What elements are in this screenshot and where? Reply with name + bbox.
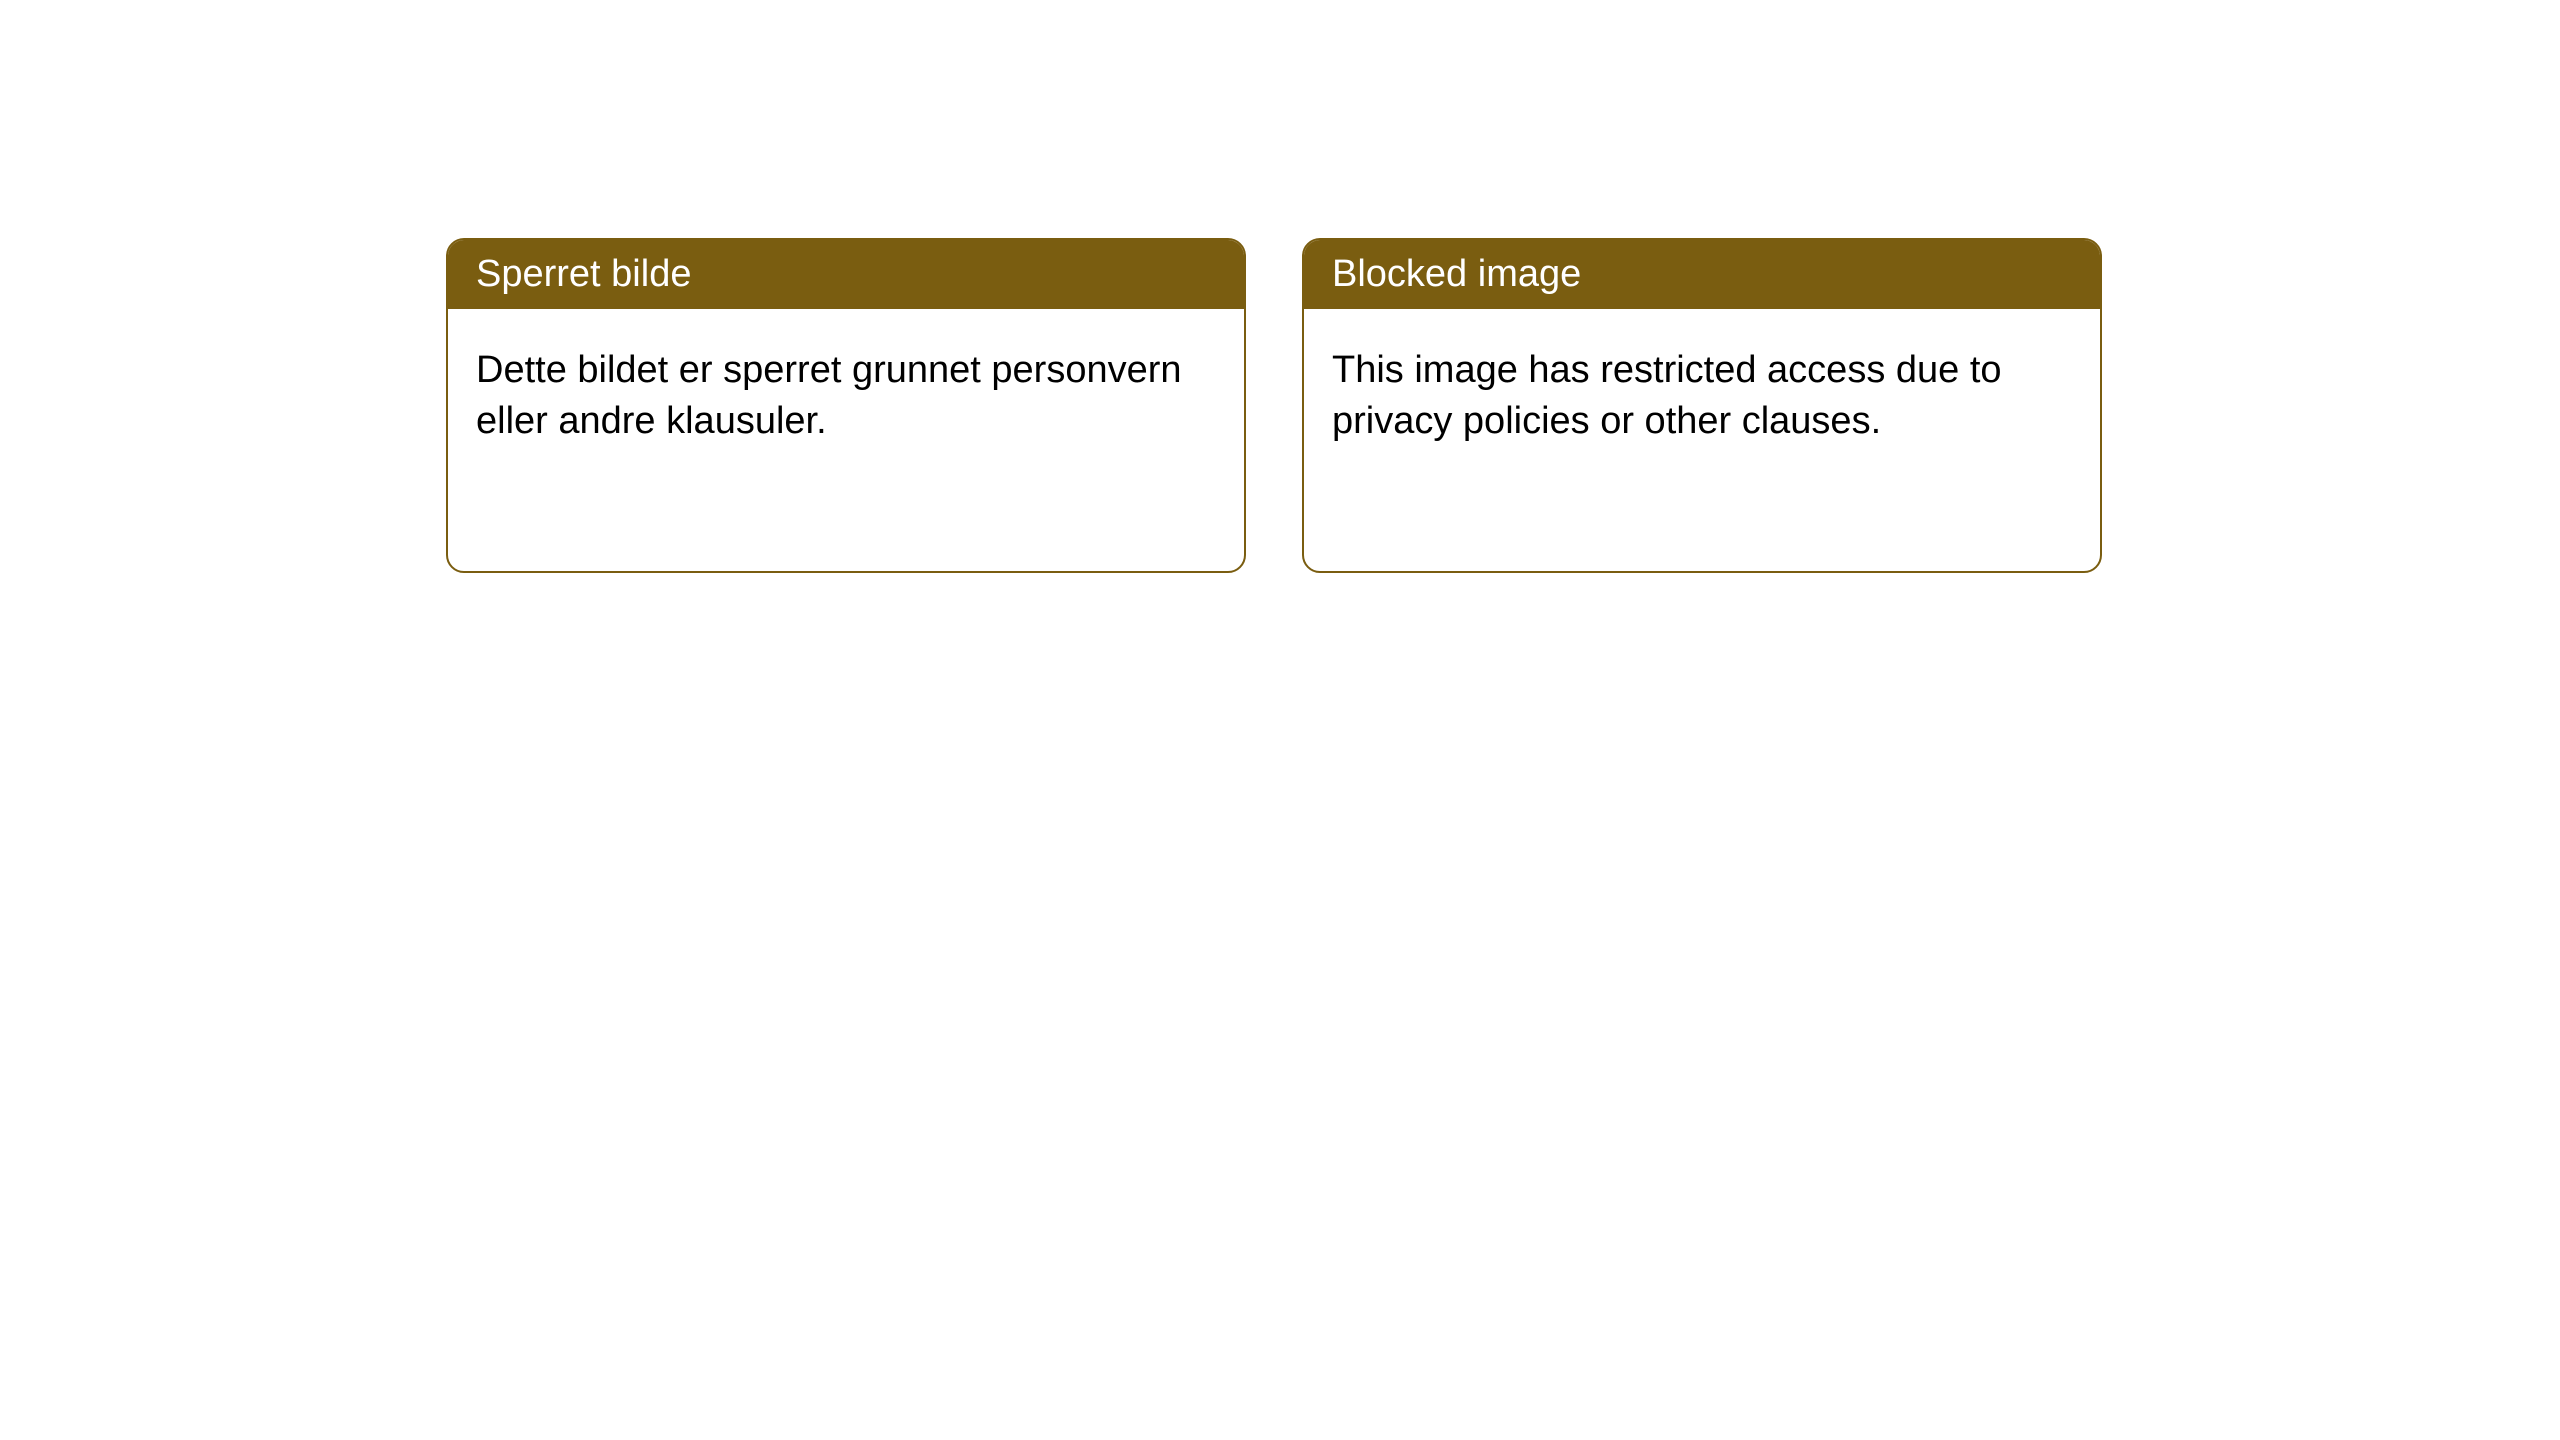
notice-body: Dette bildet er sperret grunnet personve… (448, 309, 1244, 484)
notice-body: This image has restricted access due to … (1304, 309, 2100, 484)
notice-header: Sperret bilde (448, 240, 1244, 309)
notice-title: Blocked image (1332, 253, 1581, 295)
notice-card-english: Blocked image This image has restricted … (1302, 238, 2102, 573)
notice-container: Sperret bilde Dette bildet er sperret gr… (0, 0, 2560, 573)
notice-card-norwegian: Sperret bilde Dette bildet er sperret gr… (446, 238, 1246, 573)
notice-body-text: Dette bildet er sperret grunnet personve… (476, 349, 1182, 442)
notice-body-text: This image has restricted access due to … (1332, 349, 2002, 442)
notice-title: Sperret bilde (476, 253, 691, 295)
notice-header: Blocked image (1304, 240, 2100, 309)
